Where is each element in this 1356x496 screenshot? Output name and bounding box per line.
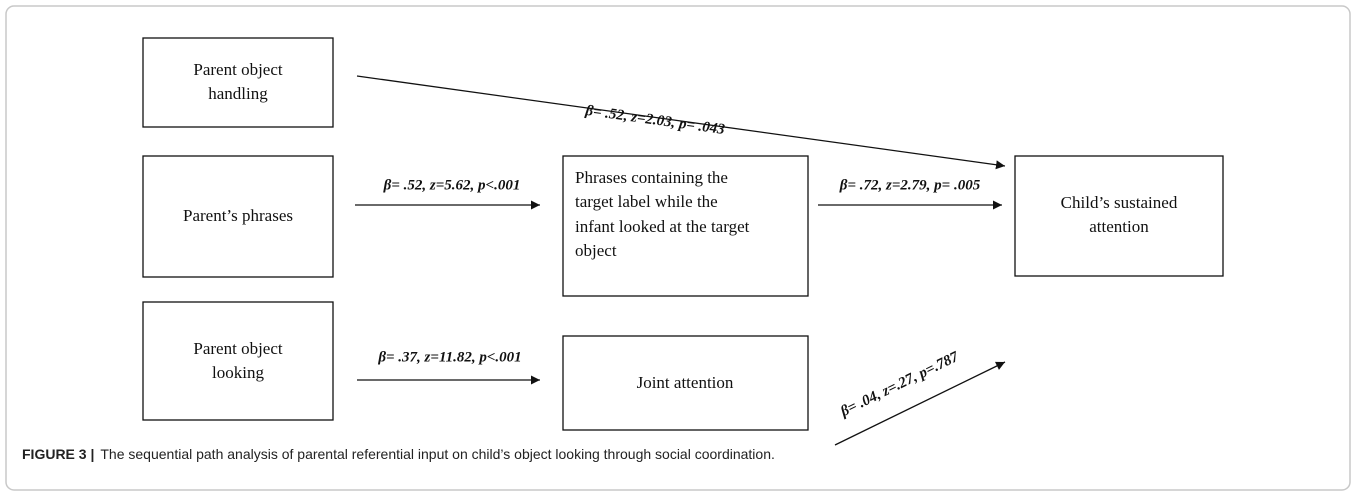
node-label: Phrases containing the (575, 168, 728, 187)
node: Parent’s phrases (142, 155, 334, 278)
edge-arrow (834, 361, 1006, 446)
caption: FIGURE 3 | The sequential path analysis o… (22, 446, 775, 462)
node-box (1014, 155, 1224, 277)
node-label: target label while the (575, 192, 718, 211)
node-label: Joint attention (637, 373, 734, 392)
node: Joint attention (562, 335, 809, 431)
edge-label: β= .72, z=2.79, p= .005 (839, 177, 981, 193)
node-label: object (575, 241, 617, 260)
node-label: handling (208, 84, 268, 103)
node: Parent object handling (142, 37, 334, 128)
node-label: Parent object (193, 339, 282, 358)
node-label: looking (212, 363, 264, 382)
node-label: Parent’s phrases (183, 206, 293, 225)
node-label: Parent object (193, 60, 282, 79)
node: Phrases containing the target label whil… (562, 155, 809, 297)
node-box (562, 155, 809, 297)
edge-label: β= .52, z=5.62, p<.001 (383, 177, 521, 193)
node-box (142, 37, 334, 128)
node-label: attention (1089, 217, 1149, 236)
node-box (562, 335, 809, 431)
node-box (142, 155, 334, 278)
edge-arrow (356, 75, 1006, 170)
node: Parent object looking (142, 301, 334, 421)
caption-label: FIGURE 3 | (22, 446, 94, 462)
caption-text: The sequential path analysis of parental… (100, 446, 775, 462)
node-box (142, 301, 334, 421)
edge-label: β= .37, z=11.82, p<.001 (377, 349, 521, 365)
node: Child’s sustained attention (1014, 155, 1224, 277)
node-label: infant looked at the target (575, 217, 750, 236)
node-label: Child’s sustained (1061, 193, 1178, 212)
